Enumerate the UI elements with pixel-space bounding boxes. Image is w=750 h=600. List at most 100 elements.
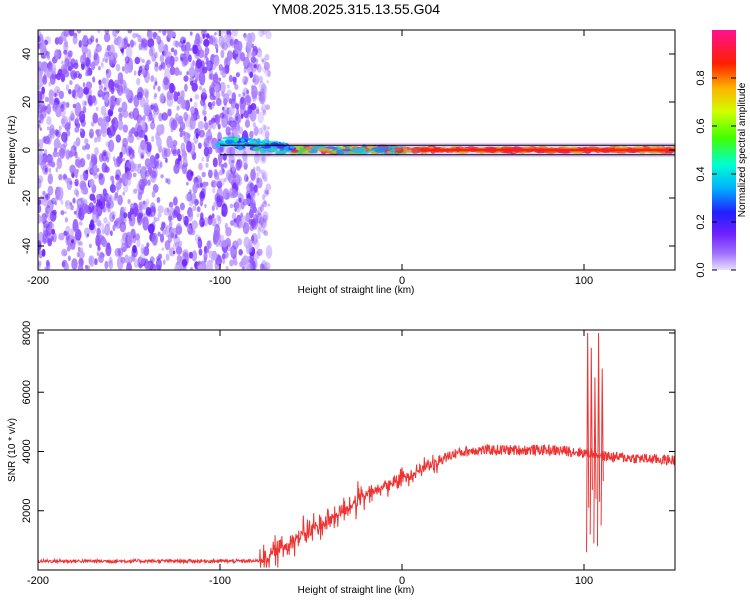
noise-cell — [264, 68, 271, 77]
noise-cell — [181, 214, 184, 218]
noise-cell — [38, 216, 44, 224]
noise-cell — [267, 250, 271, 256]
noise-cell — [189, 31, 193, 36]
noise-cell — [186, 133, 191, 139]
noise-cell — [174, 264, 181, 270]
noise-cell — [191, 250, 198, 262]
noise-cell — [129, 217, 133, 222]
noise-cell — [197, 236, 201, 242]
noise-cell — [39, 113, 44, 124]
noise-cell — [253, 64, 257, 69]
signal-cell — [386, 150, 392, 155]
noise-cell — [261, 84, 268, 95]
noise-cell — [173, 205, 181, 218]
noise-cell — [72, 103, 76, 109]
noise-cell — [218, 77, 222, 82]
noise-cell — [190, 80, 194, 86]
noise-cell — [247, 104, 253, 115]
noise-cell — [56, 141, 62, 149]
noise-cell — [192, 60, 196, 66]
noise-cell — [251, 85, 258, 99]
snr-y-axis-title: SNR (10 * v/v) — [7, 418, 18, 482]
x-tick-label: 100 — [575, 575, 593, 587]
noise-cell — [188, 54, 192, 63]
noise-cell — [72, 34, 78, 45]
noise-cell — [119, 221, 127, 233]
noise-cell — [180, 142, 186, 153]
noise-cell — [186, 181, 189, 186]
noise-cell — [260, 263, 266, 270]
noise-cell — [135, 33, 139, 38]
colorbar-tick-label: 0.4 — [695, 166, 707, 181]
noise-cell — [192, 44, 198, 55]
noise-cell — [221, 42, 228, 51]
noise-cell — [260, 56, 263, 60]
noise-cell — [203, 146, 210, 157]
noise-cell — [57, 36, 63, 45]
noise-cell — [246, 263, 253, 270]
noise-cell — [95, 106, 99, 112]
noise-cell — [257, 96, 261, 101]
noise-cell — [167, 31, 173, 39]
noise-cell — [63, 30, 69, 37]
noise-cell — [38, 123, 41, 128]
noise-cell — [228, 75, 233, 83]
x-tick-label: -100 — [209, 575, 231, 587]
noise-cell — [166, 135, 173, 149]
noise-cell — [244, 119, 251, 128]
noise-cell — [259, 91, 262, 97]
noise-cell — [151, 135, 155, 142]
noise-cell — [193, 101, 198, 109]
noise-cell — [257, 232, 261, 240]
noise-cell — [52, 197, 56, 202]
noise-cell — [48, 94, 54, 105]
noise-cell — [52, 67, 57, 75]
noise-cell — [61, 261, 66, 268]
noise-cell — [262, 211, 269, 221]
noise-cell — [104, 164, 109, 173]
noise-cell — [203, 141, 208, 148]
noise-cell — [97, 220, 101, 227]
noise-cell — [65, 199, 71, 210]
signal-cell — [411, 148, 419, 154]
noise-cell — [128, 255, 133, 263]
noise-cell — [150, 121, 156, 130]
noise-cell — [259, 204, 265, 212]
colorbar-axes: 0.0 0.2 0.4 0.6 0.8 — [695, 70, 736, 278]
noise-cell — [100, 61, 104, 67]
noise-cell — [189, 189, 192, 195]
noise-cell — [223, 193, 227, 199]
noise-cell — [260, 88, 265, 96]
noise-cell — [168, 214, 172, 222]
noise-cell — [168, 201, 174, 208]
noise-cell — [205, 33, 210, 39]
noise-cell — [209, 87, 215, 97]
noise-cell — [102, 113, 110, 127]
noise-cell — [42, 220, 50, 229]
noise-cell — [115, 63, 121, 72]
noise-cell — [139, 56, 142, 62]
noise-cell — [147, 37, 155, 48]
noise-cell — [128, 256, 133, 264]
noise-cell — [98, 79, 102, 86]
noise-cell — [74, 178, 79, 187]
noise-cell — [117, 216, 123, 225]
noise-cell — [213, 56, 220, 67]
noise-cell — [38, 138, 44, 151]
noise-cell — [67, 50, 73, 58]
noise-cell — [133, 70, 137, 76]
noise-cell — [263, 57, 267, 64]
noise-cell — [95, 128, 102, 137]
noise-cell — [137, 34, 142, 43]
noise-cell — [105, 244, 112, 257]
noise-cell — [219, 112, 225, 119]
noise-cell — [215, 90, 221, 101]
noise-cell — [117, 72, 124, 84]
noise-cell — [127, 30, 133, 34]
noise-cell — [122, 66, 125, 72]
noise-cell — [168, 247, 175, 257]
noise-cell — [207, 101, 212, 108]
noise-cell — [161, 112, 168, 121]
noise-cell — [249, 202, 256, 212]
noise-cell — [223, 93, 230, 103]
